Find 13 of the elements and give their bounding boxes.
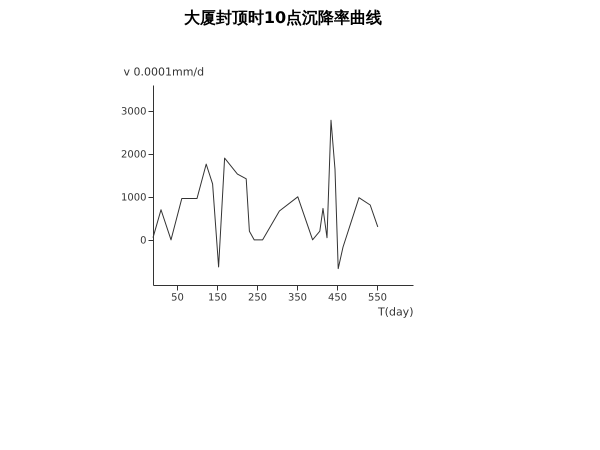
y-tick-label: 1000 (121, 192, 146, 204)
x-tick-label: 50 (171, 292, 184, 304)
x-tick-label: 550 (368, 292, 388, 304)
x-axis-title: T(day) (376, 306, 414, 318)
y-tick-label: 3000 (121, 106, 146, 118)
y-tick-label: 2000 (121, 149, 146, 160)
y-axis-title: v 0.0001mm/d (124, 66, 204, 78)
x-tick-label: 150 (208, 292, 228, 304)
x-tick-label: 350 (288, 292, 308, 304)
x-tick-label: 250 (248, 292, 268, 304)
x-tick-label: 450 (328, 292, 348, 304)
y-tick-label: 0 (140, 235, 146, 246)
chart-title: 大厦封顶时10点沉降率曲线 (184, 8, 382, 27)
